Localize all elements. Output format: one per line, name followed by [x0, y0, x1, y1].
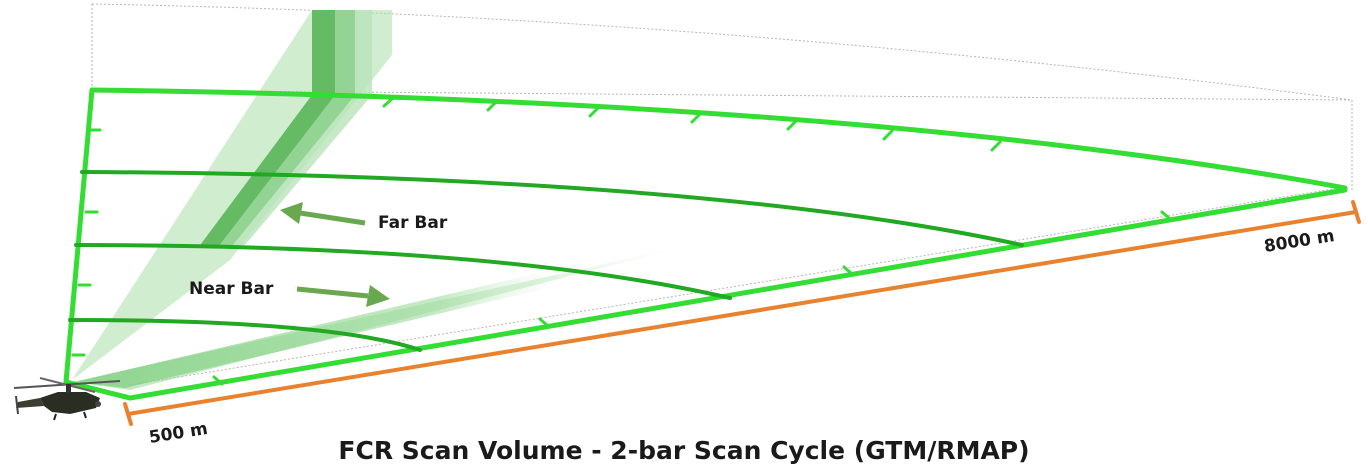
far-bar-label: Far Bar	[378, 213, 448, 233]
page-title: FCR Scan Volume - 2-bar Scan Cycle (GTM/…	[338, 436, 1029, 465]
landing-gear	[53, 413, 57, 421]
near-beam-core	[75, 268, 560, 388]
outline-bottom-diagonal	[129, 186, 1346, 386]
tick	[588, 106, 600, 118]
scan-bar-line-1	[80, 170, 1024, 247]
left-edge-ticks	[71, 128, 102, 357]
range-max-cap	[1351, 200, 1361, 224]
arrow-left-icon	[280, 202, 303, 224]
tick	[538, 317, 550, 328]
near-bar-arrow	[296, 285, 390, 307]
tick	[382, 97, 394, 108]
tick	[990, 140, 1002, 152]
far-bar-arrow	[280, 202, 366, 226]
helicopter-sensor	[95, 401, 101, 407]
range-indicator	[123, 200, 1361, 426]
near-bar-beam	[72, 245, 690, 390]
near-bar-label: Near Bar	[189, 279, 274, 299]
range-min-cap	[123, 402, 133, 426]
far-bar-beam	[72, 10, 392, 380]
volume-outline	[91, 3, 1353, 386]
tick	[690, 112, 702, 124]
scan-frame	[63, 87, 1348, 401]
far-arrow-shaft	[299, 210, 366, 226]
range-max-label: 8000 m	[1263, 226, 1336, 257]
scan-left-edge	[63, 87, 95, 385]
far-beam-band-3	[198, 10, 335, 248]
helicopter-mast	[66, 384, 71, 393]
top-edge-ticks	[382, 97, 1002, 152]
arrow-right-icon	[366, 285, 390, 307]
tail-rotor	[15, 395, 19, 415]
scan-bar-line-2	[74, 243, 732, 300]
scan-bar-line-3	[68, 318, 422, 352]
helicopter-body	[40, 392, 100, 414]
landing-gear	[83, 411, 87, 419]
scan-top-edge	[89, 87, 1348, 191]
apache-helicopter-icon	[13, 377, 121, 421]
tick	[842, 265, 854, 276]
range-min-label: 500 m	[148, 419, 210, 448]
outline-top-arc	[91, 3, 1353, 101]
tick	[1160, 210, 1172, 221]
range-line	[126, 210, 1358, 416]
tick	[882, 129, 894, 141]
near-arrow-shaft	[296, 286, 369, 299]
tick	[786, 119, 798, 131]
tick	[486, 100, 498, 112]
tick	[212, 375, 224, 386]
bottom-edge-ticks	[212, 210, 1172, 386]
helicopter-tail	[16, 398, 44, 408]
scan-bottom-edge	[127, 187, 1348, 401]
